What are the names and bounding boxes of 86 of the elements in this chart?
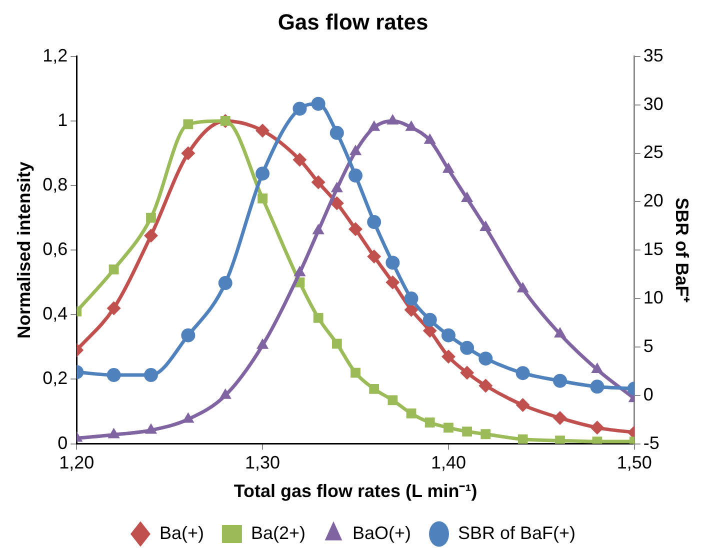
point [441,350,456,364]
y-tick-label: 0,6 [42,239,68,260]
point [590,380,604,394]
point [406,408,416,418]
y-tick-label: 1,2 [42,45,68,66]
point [404,292,418,306]
x-tick-label: 1,30 [245,452,280,473]
point [258,193,268,204]
point [386,275,400,290]
point [554,327,566,338]
point [311,96,326,111]
point [144,368,158,382]
point [181,328,196,342]
point [348,222,362,236]
point [218,276,232,290]
point [106,368,121,382]
point [292,102,307,116]
point [219,388,232,399]
legend-label: BaO(+) [352,522,412,543]
point [108,264,119,274]
point [516,366,530,380]
y-axis-title: Normalised intensity [14,162,34,339]
y-tick-label: 0,2 [42,368,68,388]
point [460,340,474,355]
y2-tick-label: 5 [643,336,654,356]
point [348,168,362,183]
legend-label: SBR of BaF(+) [458,522,576,543]
point [388,395,398,406]
point [350,368,360,378]
point [256,166,270,181]
y-tick-label: 1 [58,110,68,130]
point [386,256,400,270]
y2-tick-label: 30 [643,94,664,114]
point [478,352,493,366]
chart-title: Gas flow rates [278,9,428,34]
point [462,426,472,436]
point [181,146,196,160]
point [516,398,530,412]
x-tick-label: 1,40 [430,452,466,473]
point [144,423,158,434]
point [424,418,435,428]
point [367,250,382,264]
point [292,152,307,167]
point [518,434,528,444]
point [330,126,344,140]
point [478,378,493,393]
y-tick-label: 0,8 [42,174,68,194]
y2-tick-label: 35 [643,45,664,66]
y-tick-label: 0,4 [42,304,68,324]
point [369,384,380,394]
x-tick-label: 1,20 [59,452,94,473]
y2-tick-label: -5 [643,432,660,453]
y2-tick-label: 15 [643,239,664,260]
point [444,422,454,433]
point [332,338,342,349]
point [553,410,568,425]
point [441,328,456,342]
point [422,312,437,327]
point [480,429,491,440]
point [555,436,565,444]
point [367,215,382,230]
point [313,312,324,323]
point [294,266,306,276]
y2-tick-label: 20 [643,190,664,211]
legend-label: Ba(+) [159,522,204,543]
point [256,338,269,349]
point [590,420,604,435]
x-tick-label: 1,50 [616,452,652,473]
point [591,362,604,374]
y2-tick-label: 25 [643,142,664,162]
point [106,301,121,316]
point [108,428,120,438]
point [146,212,156,223]
y-tick-label: 0 [58,432,68,453]
y2-tick-label: 0 [643,384,654,404]
legend-label: Ba(2+) [250,522,306,543]
point [311,175,326,190]
point [330,196,344,210]
point [183,119,194,130]
x-axis-title: Total gas flow rates (L min⁻¹) [234,481,478,502]
point [553,374,568,388]
point [460,366,474,380]
point [256,124,270,138]
y2-tick-label: 10 [643,287,664,308]
point [144,228,158,243]
y2-axis-title: SBR of BaF⁺ [672,198,692,303]
